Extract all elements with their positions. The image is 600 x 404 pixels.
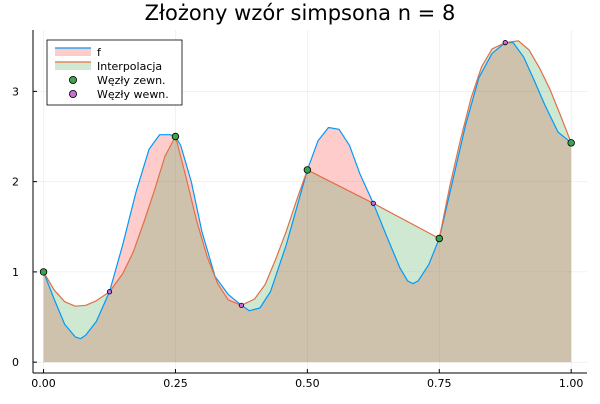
data-point: [303, 166, 312, 174]
series-fill-0: [43, 42, 572, 363]
y-tick-label: 0: [12, 356, 19, 369]
x-tick-label: 0.00: [31, 377, 56, 390]
series-line-1: [43, 40, 572, 307]
y-tick-label: 1: [12, 266, 19, 279]
series-fill-1: [43, 40, 572, 363]
data-point: [238, 302, 245, 308]
y-tick-label: 2: [12, 176, 19, 189]
legend-marker: [69, 76, 78, 85]
legend-swatch: [55, 62, 91, 70]
legend-label: f: [97, 46, 102, 59]
x-tick-label: 0.50: [295, 377, 320, 390]
data-point: [435, 234, 443, 243]
data-point: [502, 40, 508, 46]
data-point: [39, 268, 48, 276]
points: [39, 40, 575, 308]
x-tick-label: 1.00: [559, 377, 584, 390]
y-tick-label: 3: [12, 85, 19, 98]
axes: 0.00 0.25 0.50 0.75 1.00 0 1 2 3: [12, 30, 587, 390]
x-tick-label: 0.25: [163, 377, 188, 390]
data-point: [567, 139, 575, 147]
data-point: [370, 200, 376, 206]
data-point: [171, 132, 180, 141]
data-point: [106, 289, 113, 295]
legend-label: Węzły wewn.: [97, 88, 169, 101]
fills: [43, 40, 572, 363]
legend-label: Węzły zewn.: [97, 74, 166, 87]
legend-swatch: [55, 48, 91, 56]
legend-label: Interpolacja: [97, 60, 162, 73]
chart-title: Złożony wzór simpsona n = 8: [144, 1, 456, 25]
legend-marker: [69, 90, 78, 99]
x-tick-label: 0.75: [427, 377, 452, 390]
